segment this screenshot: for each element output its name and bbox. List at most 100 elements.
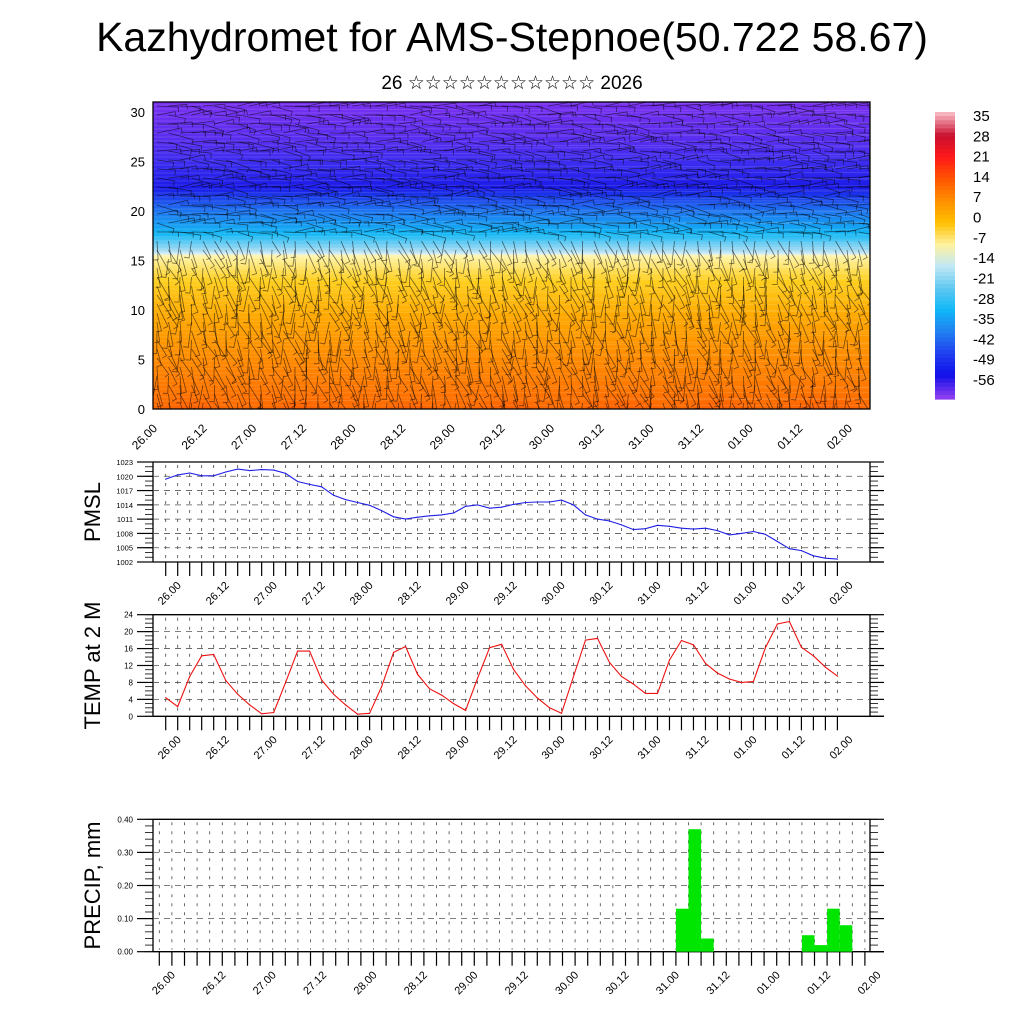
wind-barb [294,168,313,177]
wind-barb [444,211,466,217]
wind-barb [731,195,752,203]
wind-barb [817,240,825,266]
wind-barb [386,159,406,168]
wind-barb [846,226,870,233]
wind-barb [214,173,234,179]
colorbar-segment [935,259,955,265]
temp-point [764,647,767,649]
colorbar-segment [935,284,955,289]
wind-barb [271,177,291,186]
wind-barb [451,258,458,280]
wind-barb [593,176,616,183]
wind-barb [547,240,557,261]
wind-barb [750,348,756,371]
colorbar-segment [935,345,955,351]
wind-barb [662,222,680,234]
wind-barb [743,132,763,145]
wind-barb [509,249,515,274]
wind-barb [303,393,307,409]
wind-barb [592,393,595,409]
wind-barb [858,303,870,325]
colorbar-segment [935,362,955,367]
wind-barb [728,285,735,305]
wind-barb [499,384,506,407]
wind-barb [662,330,671,350]
wind-barb [783,348,790,367]
wind-barb [432,229,453,235]
wind-barb [363,150,383,159]
colorbar-segment [935,173,955,179]
wind-barb [501,303,507,324]
wind-barb [766,138,790,145]
wind-barb [309,321,319,342]
wind-barb [605,348,617,370]
wind-barb [352,132,369,143]
wind-barb [467,204,489,215]
wind-barb [812,393,821,409]
wind-barb [846,294,859,313]
pmsl-point [297,480,299,483]
wind-barb [478,177,506,184]
wind-barb [233,312,240,336]
wind-barb [692,357,698,378]
wind-barb [409,217,436,224]
wind-barb [524,218,550,225]
wind-barb [179,218,206,224]
wind-barb [685,190,712,197]
wind-barb [785,375,791,394]
wind-barb [352,195,372,202]
wind-barb [605,194,624,200]
wind-barb [674,168,699,178]
temp-point [453,703,455,705]
wind-barb [185,339,192,361]
isotherm [153,299,870,302]
wind-barb [386,330,400,354]
wind-barb [444,123,461,133]
wind-barb [800,384,808,409]
wind-barb [605,211,631,218]
wind-barb [168,303,178,322]
colorbar-segment [935,112,955,117]
wind-barb [444,172,467,179]
wind-barb [631,366,641,392]
wind-barb [358,294,365,314]
wind-barb [547,267,555,294]
wind-barb [662,120,684,126]
wind-barb [398,105,423,115]
wind-barb [237,393,244,409]
temp-point [393,651,395,654]
wind-barb [823,249,830,268]
wind-barb [777,366,787,391]
wind-barb [172,348,181,373]
wind-barb [547,141,569,147]
wind-barb [211,321,218,344]
cross-section-field [153,102,870,409]
wind-barb [616,231,642,239]
wind-barb [191,159,210,170]
wind-barb [662,312,670,334]
wind-barb [283,384,297,409]
y-axis-label: PMSL [80,482,105,542]
wind-barb [828,330,836,348]
temp-point [776,623,779,625]
wind-barb [225,168,244,180]
y-tick-label: 0.30 [117,848,133,857]
wind-barb [789,195,813,204]
wind-barb [595,294,606,318]
wind-barb [475,366,482,385]
wind-barb [846,366,856,392]
wind-barb [202,303,213,326]
wind-barb [766,222,785,230]
colorbar-segment [935,333,955,339]
wind-barb [432,357,439,381]
y-tick-label: 0.00 [117,948,133,957]
wind-barb [378,258,388,281]
wind-barb [472,267,480,295]
wind-barb [858,114,870,118]
wind-barb [317,201,341,207]
wind-barb [490,303,499,325]
wind-barb [214,119,235,125]
wind-barb [444,393,452,409]
wind-barb [743,366,753,389]
